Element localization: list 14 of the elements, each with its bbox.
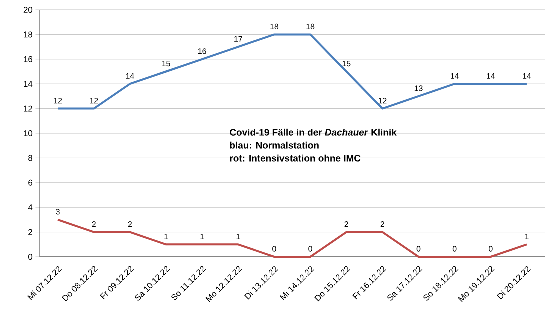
annotation: rot: Intensivstation ohne IMC: [230, 154, 361, 162]
y-tick-label: 6: [28, 180, 33, 186]
y-tick-label: 12: [24, 106, 32, 112]
y-tick-label: 16: [24, 56, 33, 62]
y-tick-label: 8: [28, 155, 33, 162]
annotation: blau: Normalstation: [230, 142, 319, 149]
y-tick-label: 2: [28, 229, 32, 236]
annotation: Covid-19 Fälle in der Dachauer Klinik: [230, 128, 397, 136]
y-tick-label: 0: [28, 254, 33, 260]
y-tick-label: 4: [28, 204, 33, 211]
y-tick-label: 18: [24, 32, 33, 38]
y-tick-label: 14: [24, 81, 33, 88]
y-tick-label: 20: [24, 7, 33, 13]
y-tick-label: 10: [24, 130, 33, 136]
